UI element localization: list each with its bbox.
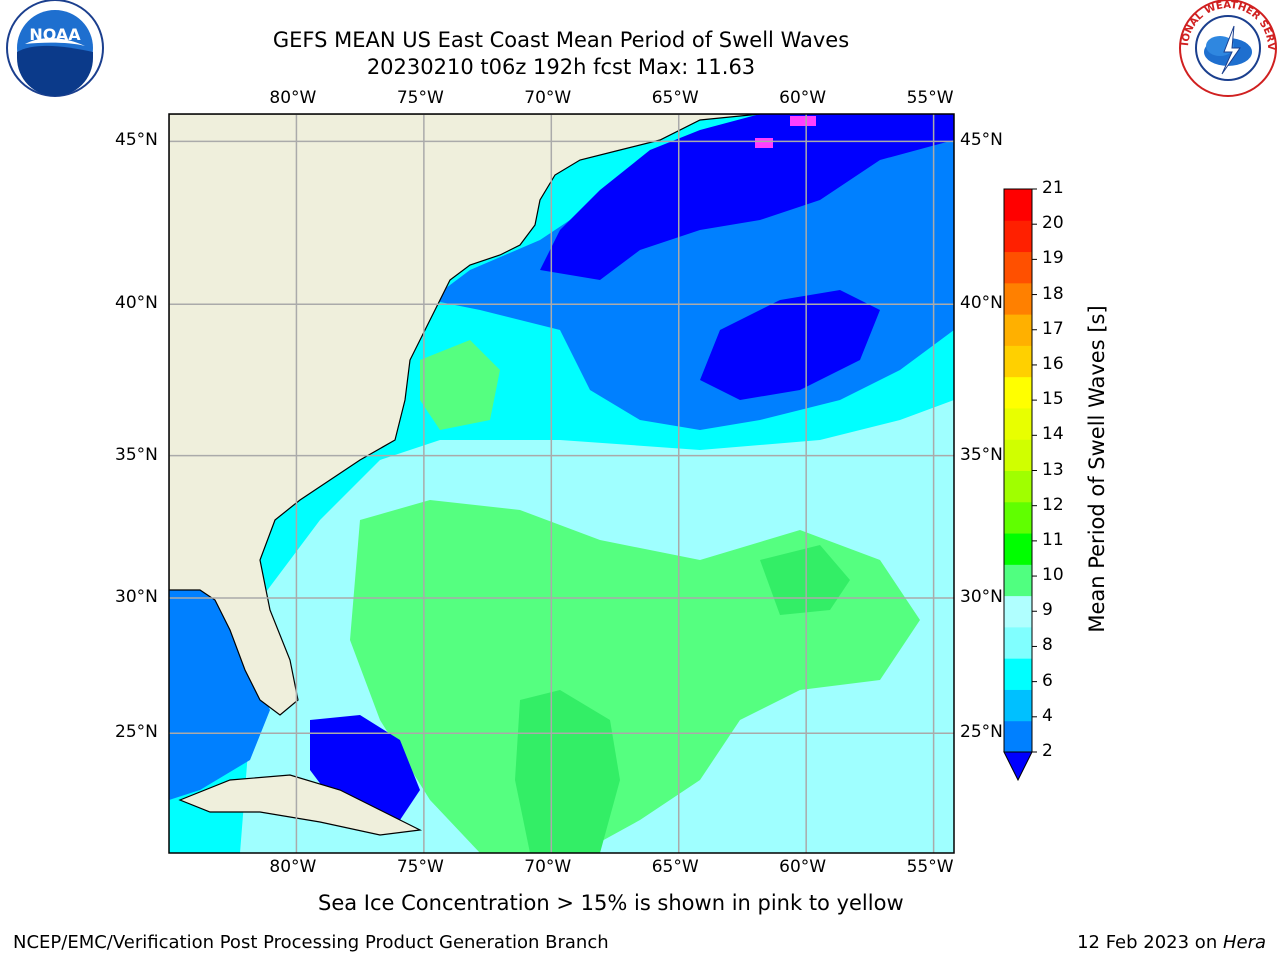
lon-tick-label-top: 55°W <box>906 88 954 108</box>
colorbar-segment <box>1004 345 1032 378</box>
colorbar-tick-label: 9 <box>1042 600 1053 621</box>
swell-band-10-11s <box>515 690 620 853</box>
gridlines <box>169 114 954 853</box>
swell-band-9-10s-b <box>420 340 500 430</box>
lat-tick-label-right: 40°N <box>960 293 1003 314</box>
colorbar-tick-label: 18 <box>1042 283 1064 304</box>
map-subtitle: 20230210 t06z 192h fcst Max: 11.63 <box>366 55 756 79</box>
colorbar-tick-label: 2 <box>1042 741 1053 761</box>
colorbar-tick-label: 4 <box>1042 705 1053 726</box>
colorbar-segment <box>1004 439 1032 471</box>
colorbar-segment <box>1004 282 1032 315</box>
colorbar-segment <box>1004 376 1032 409</box>
colorbar-tick-label: 11 <box>1042 529 1064 550</box>
colorbar-segment <box>1004 314 1032 346</box>
lat-tick-label-left: 30°N <box>115 586 158 607</box>
land-cuba <box>178 774 423 836</box>
footer-date: 12 Feb 2023 on <box>1077 932 1223 953</box>
lon-tick-label-top: 65°W <box>651 88 699 108</box>
colorbar-tick-label: 6 <box>1042 670 1053 691</box>
lon-tick-label-bottom: 75°W <box>396 857 444 877</box>
lon-tick-label-top: 60°W <box>779 88 827 108</box>
sea-ice-patch <box>790 116 816 126</box>
colorbar-tick-label: 16 <box>1042 353 1064 374</box>
colorbar-tick-label: 19 <box>1042 248 1064 269</box>
colorbar-segment <box>1004 220 1032 253</box>
colorbar-segment <box>1004 407 1032 440</box>
lat-tick-label-right: 35°N <box>960 444 1003 465</box>
colorbar-segment <box>1004 189 1032 221</box>
noaa-logo-text: NOAA <box>29 25 81 44</box>
colorbar-tick-label: 20 <box>1042 213 1064 234</box>
colorbar <box>1003 188 1037 782</box>
footer-left: NCEP/EMC/Verification Post Processing Pr… <box>13 932 609 953</box>
map-plot-area <box>169 114 954 853</box>
noaa-logo: NOAA <box>6 0 104 97</box>
lon-tick-label-bottom: 60°W <box>779 857 827 877</box>
lat-tick-label-right: 30°N <box>960 586 1003 607</box>
colorbar-segment <box>1004 658 1032 690</box>
lon-tick-label-top: 70°W <box>524 88 572 108</box>
lat-tick-label-right: 25°N <box>960 722 1003 743</box>
colorbar-segment <box>1004 501 1032 534</box>
footer-host: Hera <box>1222 932 1266 953</box>
lat-tick-label-left: 25°N <box>115 722 158 743</box>
nws-logo: NATIONAL WEATHER SERVICE <box>1179 0 1277 97</box>
lon-tick-label-top: 80°W <box>269 88 317 108</box>
lon-tick-label-bottom: 80°W <box>269 857 317 877</box>
swell-band-under-2s-mid <box>700 290 880 400</box>
footer-right: 12 Feb 2023 on Hera <box>1077 932 1266 953</box>
sea-ice-note: Sea Ice Concentration > 15% is shown in … <box>318 891 904 915</box>
gulf-swell-band <box>169 580 270 800</box>
colorbar-tick-label: 10 <box>1042 565 1064 586</box>
colorbar-tick-label: 15 <box>1042 389 1064 410</box>
colorbar-label: Mean Period of Swell Waves [s] <box>1085 305 1109 633</box>
plot-frame <box>168 113 955 854</box>
lat-tick-label-left: 35°N <box>115 444 158 465</box>
colorbar-segment <box>1004 689 1032 722</box>
colorbar-tick-label: 13 <box>1042 459 1064 480</box>
colorbar-tick-label: 12 <box>1042 494 1064 515</box>
land-north-america <box>169 114 761 716</box>
colorbar-tick-label: 21 <box>1042 178 1064 198</box>
colorbar-extend-arrow <box>1003 751 1033 782</box>
colorbar-segment <box>1004 626 1032 659</box>
lat-tick-label-right: 45°N <box>960 130 1003 151</box>
colorbar-tick-label: 8 <box>1042 635 1053 656</box>
lon-tick-label-bottom: 70°W <box>524 857 572 877</box>
lat-tick-label-left: 40°N <box>115 293 158 314</box>
lon-tick-label-bottom: 55°W <box>906 857 954 877</box>
map-title: GEFS MEAN US East Coast Mean Period of S… <box>272 28 850 52</box>
colorbar-segment <box>1004 470 1032 503</box>
lat-tick-label-left: 45°N <box>115 130 158 151</box>
lon-tick-label-bottom: 65°W <box>651 857 699 877</box>
swell-band-under-2s-north <box>540 114 954 280</box>
colorbar-tick-label: 14 <box>1042 424 1064 445</box>
colorbar-segment <box>1004 533 1032 565</box>
colorbar-segment <box>1004 720 1032 753</box>
lon-tick-label-top: 75°W <box>396 88 444 108</box>
colorbar-segment <box>1004 251 1032 284</box>
colorbar-segment <box>1004 564 1032 597</box>
colorbar-tick-label: 17 <box>1042 318 1064 339</box>
colorbar-segment <box>1004 595 1032 628</box>
sea-ice-patch-2 <box>755 138 773 148</box>
